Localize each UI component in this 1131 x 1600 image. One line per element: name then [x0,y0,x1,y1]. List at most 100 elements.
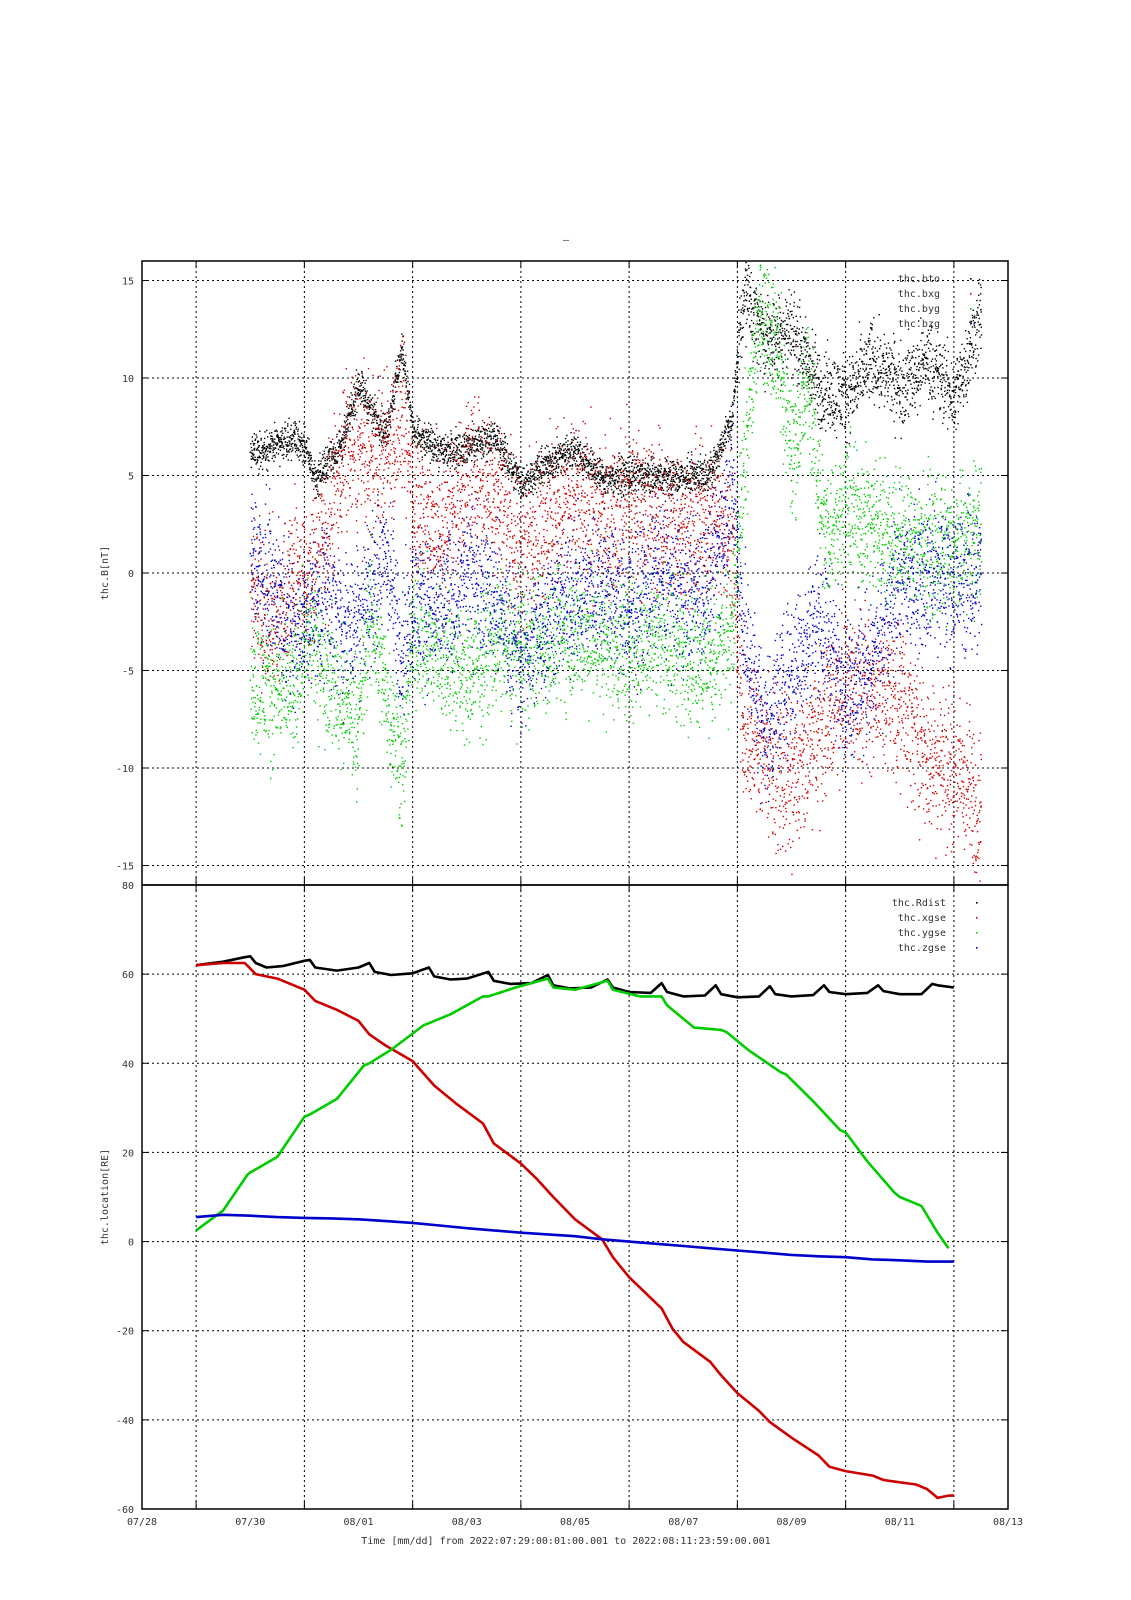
data-point [682,474,685,477]
data-point [925,357,928,360]
y-axis-title: thc.B[nT] [100,546,111,600]
data-point [806,377,809,379]
y-tick-label: 40 [122,1059,134,1070]
data-point [249,451,252,453]
data-point [844,689,847,691]
legend-marker [970,278,972,280]
y-tick-label: 15 [122,277,134,288]
data-point [925,757,928,760]
data-point [655,513,658,516]
data-point [400,347,403,350]
data-point [400,767,403,769]
data-point [601,513,603,516]
data-point [314,478,317,481]
data-point [980,806,982,808]
data-point [741,630,744,633]
data-point [817,611,820,613]
series-thc-xgse [195,961,954,1500]
data-point [357,718,360,721]
data-point [871,357,874,360]
series-line [195,1213,954,1263]
chart-title: – [563,235,570,246]
data-point [519,650,522,652]
y-tick-label: 0 [128,1238,134,1249]
legend-marker [976,932,978,934]
data-point [325,591,327,594]
x-axis-footer: Time [mm/dd] from 2022:07:29:00:01:00.00… [361,1536,770,1547]
x-tick-label: 08/07 [668,1517,698,1528]
legend-label: thc.ygse [898,928,946,939]
data-point [925,542,928,545]
x-tick-label: 07/30 [235,1517,265,1528]
data-point [547,513,549,516]
data-point [368,591,371,594]
data-point [438,650,441,652]
x-tick-label: 08/09 [776,1517,806,1528]
y-tick-label: 10 [122,374,134,385]
data-point [303,445,306,448]
data-point [292,435,295,438]
x-tick-label: 07/28 [127,1517,157,1528]
data-point [357,381,360,383]
data-point [519,542,522,545]
data-point [492,591,495,594]
data-point [655,476,658,479]
data-point [898,533,901,535]
data-point [276,443,279,446]
data-point [790,669,793,672]
data-point [341,698,344,701]
data-point [384,689,387,691]
legend-marker [970,308,972,310]
plot-frame [141,884,1009,1510]
y-tick-label: -20 [116,1327,134,1338]
data-point [601,581,603,584]
data-point [709,659,712,662]
data-point [574,447,576,450]
legend-label: thc.bto [898,274,940,285]
y-tick-label: 80 [122,881,134,892]
data-point [952,767,955,769]
data-point [492,435,495,438]
data-point [465,445,468,448]
data-point [682,650,685,652]
legend-marker [976,947,978,949]
x-tick-label: 08/03 [452,1517,482,1528]
legend-marker [970,293,972,295]
y-tick-label: -60 [116,1505,134,1516]
x-tick-label: 08/05 [560,1517,590,1528]
data-point [844,679,847,682]
y-tick-label: 5 [128,472,134,483]
series-thc-bxgse [249,336,983,882]
legend-marker [976,917,978,919]
data-point [249,679,252,682]
legend-label: thc.Rdist [892,898,946,909]
data-point [357,445,360,448]
data-point [384,431,387,434]
data-point [411,601,414,604]
legend-label: thc.xgse [898,913,946,924]
x-tick-label: 08/11 [885,1517,915,1528]
series-thc-bygse [249,264,983,827]
data-point [276,620,279,623]
data-point [952,581,955,584]
data-point [601,476,603,479]
data-point [249,591,252,594]
data-point [817,386,820,389]
data-point [341,455,344,457]
data-point [682,523,685,526]
y-tick-label: -5 [122,667,134,678]
data-point [655,572,658,574]
data-point [341,630,344,633]
data-point [574,591,576,594]
data-point [465,474,468,477]
data-point [601,640,603,643]
data-point [682,591,685,594]
data-point [547,460,549,463]
data-point [763,747,766,750]
data-point [628,474,631,477]
data-point [774,338,777,340]
series-line [195,954,955,999]
data-point [709,581,712,584]
panel-magnetic-field: 15 10 5 0 -5 -10 -15 thc.B[nT] thc.bto thc.bxg thc… [100,260,1009,886]
